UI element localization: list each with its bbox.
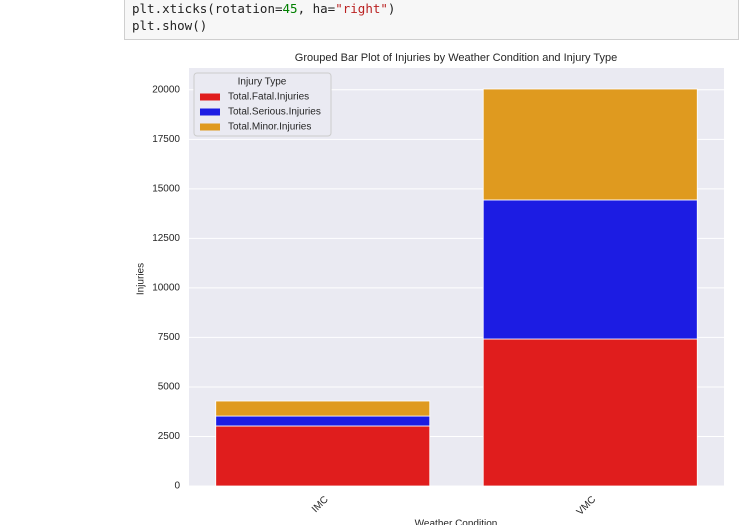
code-token: plt.xticks(rotation=: [132, 1, 283, 16]
code-token: , ha=: [297, 1, 336, 16]
code-line: plt.xticks(rotation=45, ha="right"): [132, 0, 738, 17]
y-tick-label: 5000: [158, 382, 181, 393]
legend: Injury Type Total.Fatal.Injuries Total.Ser…: [193, 72, 332, 137]
y-tick-label: 12500: [152, 233, 180, 244]
x-tick-label: IMC: [310, 494, 331, 515]
x-axis-label: Weather Condition: [415, 519, 498, 525]
legend-label: Total.Serious.Injuries: [228, 107, 321, 118]
bar-segment: [215, 400, 431, 417]
y-tick-label: 0: [174, 481, 180, 492]
code-line: plt.show(): [132, 17, 738, 34]
y-tick-label: 7500: [158, 332, 181, 343]
legend-swatch: [200, 123, 220, 131]
y-axis-label: Injuries: [136, 263, 147, 295]
x-tick-label: VMC: [575, 494, 599, 518]
legend-label: Total.Minor.Injuries: [228, 122, 311, 133]
legend-swatch: [200, 93, 220, 101]
legend-title: Injury Type: [238, 77, 287, 88]
y-tick-label: 17500: [152, 134, 180, 145]
legend-box: [193, 72, 332, 137]
code-token: plt.show(): [132, 18, 208, 33]
bar-segment: [482, 199, 698, 340]
chart-title: Grouped Bar Plot of Injuries by Weather …: [295, 52, 617, 64]
code-token: "right": [335, 1, 388, 16]
y-tick-label: 20000: [152, 84, 180, 95]
bar-segment: [215, 415, 431, 427]
code-cell[interactable]: plt.xticks(rotation=45, ha="right") plt.…: [124, 0, 739, 40]
y-tick-label: 2500: [158, 431, 181, 442]
y-tick-label: 10000: [152, 283, 180, 294]
bar-segment: [215, 425, 431, 487]
y-tick-label: 15000: [152, 183, 180, 194]
legend-swatch: [200, 108, 220, 116]
bar-segment: [482, 338, 698, 487]
legend-label: Total.Fatal.Injuries: [228, 92, 309, 103]
code-token: 45: [282, 1, 298, 16]
code-token: ): [387, 1, 396, 16]
bar-segment: [482, 88, 698, 201]
